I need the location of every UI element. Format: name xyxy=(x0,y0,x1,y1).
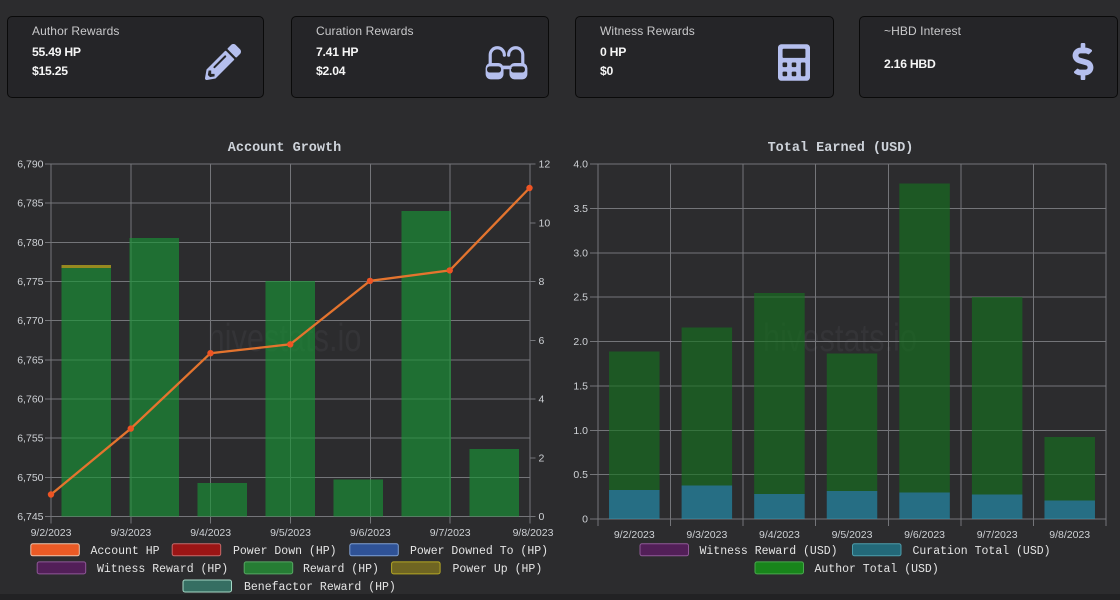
svg-text:9/2/2023: 9/2/2023 xyxy=(31,527,72,539)
svg-text:Author Total (USD): Author Total (USD) xyxy=(815,563,939,576)
svg-text:6,790: 6,790 xyxy=(17,159,43,171)
svg-text:1.0: 1.0 xyxy=(573,425,588,437)
svg-text:6,755: 6,755 xyxy=(17,433,43,445)
svg-text:6,765: 6,765 xyxy=(17,354,43,366)
svg-text:6,785: 6,785 xyxy=(17,198,43,210)
svg-text:9/7/2023: 9/7/2023 xyxy=(977,529,1018,541)
svg-text:Power Up (HP): Power Up (HP) xyxy=(453,563,543,576)
svg-text:6,780: 6,780 xyxy=(17,237,43,249)
svg-text:4.0: 4.0 xyxy=(573,159,588,171)
svg-text:1.5: 1.5 xyxy=(573,380,588,392)
svg-text:9/3/2023: 9/3/2023 xyxy=(110,527,151,539)
svg-text:9/6/2023: 9/6/2023 xyxy=(904,529,945,541)
svg-text:Account Growth: Account Growth xyxy=(228,141,341,156)
svg-text:3.0: 3.0 xyxy=(573,247,588,259)
svg-text:2.0: 2.0 xyxy=(573,336,588,348)
svg-text:6: 6 xyxy=(539,335,545,347)
svg-text:6,745: 6,745 xyxy=(17,511,43,523)
svg-text:6,760: 6,760 xyxy=(17,394,43,406)
svg-text:4: 4 xyxy=(539,394,545,406)
svg-text:9/3/2023: 9/3/2023 xyxy=(686,529,727,541)
svg-text:Account HP: Account HP xyxy=(91,545,160,558)
svg-text:Curation Total (USD): Curation Total (USD) xyxy=(913,545,1051,558)
svg-text:Witness Reward (USD): Witness Reward (USD) xyxy=(700,545,838,558)
svg-text:0: 0 xyxy=(582,514,588,526)
svg-text:2.5: 2.5 xyxy=(573,292,588,304)
svg-text:6,750: 6,750 xyxy=(17,472,43,484)
svg-text:0.5: 0.5 xyxy=(573,469,588,481)
svg-text:Reward (HP): Reward (HP) xyxy=(303,563,379,576)
svg-text:9/4/2023: 9/4/2023 xyxy=(190,527,231,539)
svg-text:6,775: 6,775 xyxy=(17,276,43,288)
svg-text:9/5/2023: 9/5/2023 xyxy=(832,529,873,541)
svg-text:0: 0 xyxy=(539,511,545,523)
svg-text:Witness Reward (HP): Witness Reward (HP) xyxy=(97,563,228,576)
svg-text:9/6/2023: 9/6/2023 xyxy=(350,527,391,539)
svg-text:9/7/2023: 9/7/2023 xyxy=(430,527,471,539)
svg-text:Power Down (HP): Power Down (HP) xyxy=(233,545,337,558)
svg-text:12: 12 xyxy=(539,159,551,171)
svg-text:10: 10 xyxy=(539,217,551,229)
svg-text:3.5: 3.5 xyxy=(573,203,588,215)
svg-text:Total Earned (USD): Total Earned (USD) xyxy=(768,141,914,156)
svg-text:9/5/2023: 9/5/2023 xyxy=(270,527,311,539)
svg-text:6,770: 6,770 xyxy=(17,315,43,327)
svg-text:Benefactor Reward (HP): Benefactor Reward (HP) xyxy=(244,581,396,594)
svg-text:8: 8 xyxy=(539,276,545,288)
svg-text:9/8/2023: 9/8/2023 xyxy=(513,527,554,539)
svg-text:9/4/2023: 9/4/2023 xyxy=(759,529,800,541)
svg-text:2: 2 xyxy=(539,452,545,464)
svg-text:9/2/2023: 9/2/2023 xyxy=(614,529,655,541)
svg-text:Power Downed To (HP): Power Downed To (HP) xyxy=(410,545,548,558)
svg-text:9/8/2023: 9/8/2023 xyxy=(1049,529,1090,541)
